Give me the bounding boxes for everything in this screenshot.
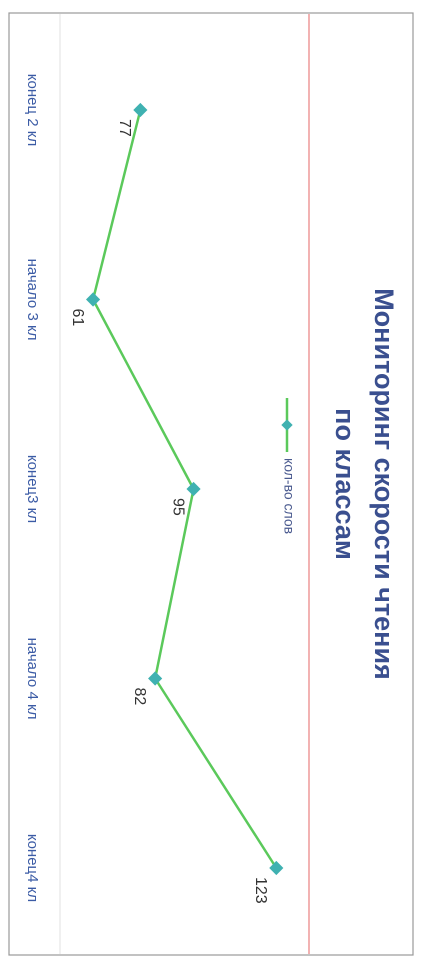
- chart-title-line-1: Мониторинг скорости чтения: [369, 288, 399, 680]
- data-label: 77: [116, 119, 133, 137]
- category-label: начало 3 кл: [24, 259, 41, 341]
- category-label: конец 2 кл: [24, 74, 41, 146]
- category-label: конец3 кл: [24, 455, 41, 523]
- chart-frame: [8, 12, 414, 956]
- legend: кол-во слов: [281, 398, 297, 534]
- data-label: 95: [169, 498, 186, 516]
- plot-area: Мониторинг скорости чтения по классам ко…: [69, 102, 399, 904]
- data-point-marker: [186, 481, 201, 497]
- data-point-marker: [148, 671, 163, 686]
- data-label: 82: [131, 688, 148, 706]
- chart-title-line-2: по классам: [330, 408, 360, 560]
- legend-marker-swatch: [281, 419, 293, 431]
- data-point-marker: [85, 292, 101, 307]
- data-point-marker: [269, 860, 284, 876]
- data-label: 61: [69, 309, 86, 327]
- data-label: 123: [252, 877, 269, 904]
- category-label: начало 4 кл: [24, 638, 41, 720]
- category-label: конец4 кл: [24, 834, 41, 902]
- legend-series-label: кол-во слов: [281, 458, 297, 534]
